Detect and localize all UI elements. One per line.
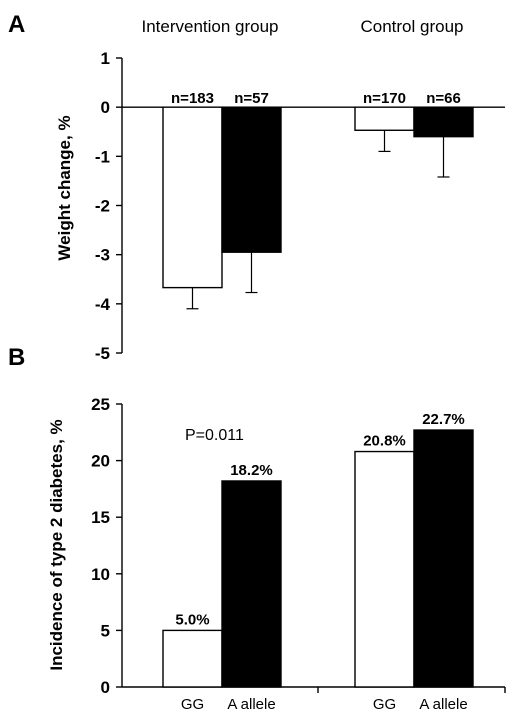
panel-b-category-label: GG bbox=[373, 696, 396, 713]
panel-b-letter: B bbox=[8, 344, 25, 371]
panel-a-letter: A bbox=[8, 11, 25, 38]
panel-a-plot: 1 0 -1 -2 -3 -4 -5 n=183 n=170 n=57 n=66 bbox=[95, 49, 505, 363]
panel-b-data-label: 22.7% bbox=[422, 411, 465, 428]
panel-b-bar bbox=[162, 629, 223, 688]
panel-a-n-label: n=183 bbox=[171, 90, 214, 107]
panel-a-y-tick-label: -1 bbox=[95, 147, 110, 166]
panel-b-bar bbox=[221, 480, 282, 688]
panel-b-y-tick-label: 10 bbox=[91, 565, 110, 584]
panel-a-y-tick-label: -3 bbox=[95, 246, 110, 265]
panel-b-bar bbox=[413, 429, 474, 688]
panel-b-y-tick-label: 25 bbox=[91, 395, 110, 414]
panel-b-category-label: A allele bbox=[227, 696, 275, 713]
panel-a-bar bbox=[221, 106, 282, 253]
panel-a-n-label: n=66 bbox=[426, 90, 461, 107]
panel-b-data-label: 20.8% bbox=[363, 433, 406, 450]
p-value-annotation: P=0.011 bbox=[185, 427, 244, 444]
panel-a-y-tick-label: 1 bbox=[101, 49, 110, 68]
panel-a-y-tick-label: -2 bbox=[95, 197, 110, 216]
panel-a-n-label: n=170 bbox=[363, 90, 406, 107]
panel-a-y-tick-label: 0 bbox=[101, 98, 110, 117]
intervention-group-title: Intervention group bbox=[141, 17, 278, 36]
panel-b-plot: 0 5 10 15 20 25 5.0% 20.8% 18.2% 22.7% GG A allele G… bbox=[91, 395, 506, 713]
panel-a-y-tick-label: -5 bbox=[95, 344, 110, 363]
panel-b-bar bbox=[354, 450, 415, 688]
panel-a-ylabel: Weight change, % bbox=[55, 115, 74, 260]
control-group-title: Control group bbox=[360, 17, 463, 36]
panel-a-y-tick-label: -4 bbox=[95, 295, 111, 314]
panel-b-data-label: 5.0% bbox=[175, 611, 209, 628]
panel-b-category-label: GG bbox=[181, 696, 204, 713]
panel-b-y-tick-label: 0 bbox=[101, 678, 110, 697]
panel-b-y-tick-label: 15 bbox=[91, 508, 110, 527]
panel-b-y-tick-label: 20 bbox=[91, 452, 110, 471]
panel-a-n-label: n=57 bbox=[234, 90, 269, 107]
panel-a-bar bbox=[354, 106, 415, 131]
panel-b-ylabel: Incidence of type 2 diabetes, % bbox=[47, 419, 66, 670]
panel-b-category-label: A allele bbox=[419, 696, 467, 713]
panel-a-bar bbox=[413, 106, 474, 138]
panel-a-bar bbox=[162, 106, 223, 289]
panel-b-y-tick-label: 5 bbox=[101, 621, 110, 640]
panel-b-data-label: 18.2% bbox=[230, 462, 273, 479]
